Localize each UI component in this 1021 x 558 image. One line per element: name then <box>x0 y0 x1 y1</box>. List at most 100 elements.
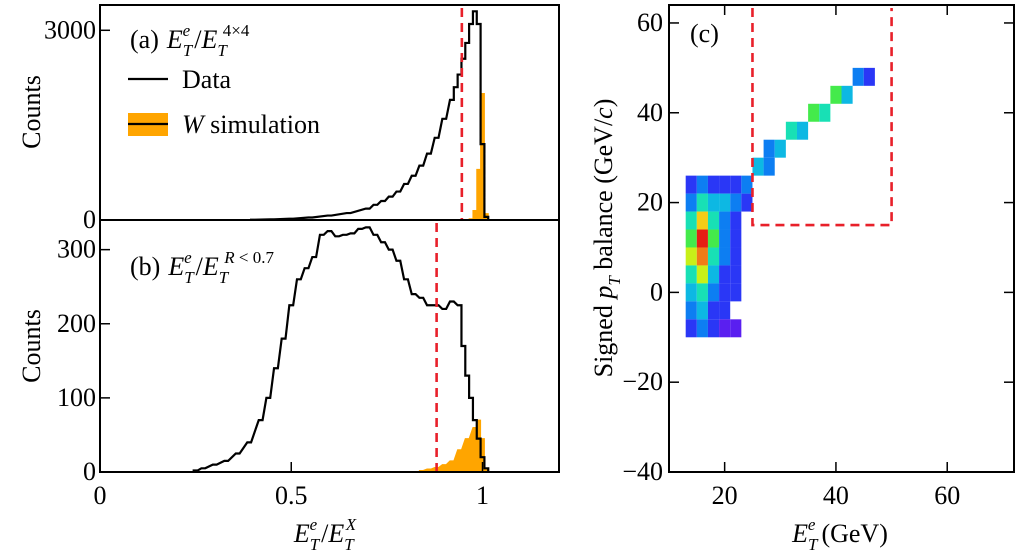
heatmap-cell <box>696 265 708 284</box>
heatmap-cell <box>841 85 853 104</box>
heatmap-cell <box>696 319 708 338</box>
legend: Data W simulation <box>128 65 320 139</box>
cut-box <box>751 8 893 227</box>
panel-a-title: (a) ETe/ET4×4 <box>130 21 250 60</box>
heatmap-cell <box>796 121 809 140</box>
y-tick-label: 0 <box>83 457 96 486</box>
legend-sim-label-italic: W <box>182 110 206 139</box>
heatmap-cell <box>685 193 697 212</box>
heatmap-cell <box>719 193 731 212</box>
heatmap-cell <box>719 175 731 194</box>
panel-c-y-ticks: −40 −20 0 20 40 60 <box>622 8 1014 486</box>
heatmap-cell <box>696 211 708 230</box>
sim-histogram <box>418 419 489 473</box>
y-tick-label: 0 <box>83 205 96 234</box>
heatmap-cell <box>685 301 697 320</box>
y-tick-label: 100 <box>57 383 96 412</box>
heatmap-cell <box>707 211 720 230</box>
heatmap-cell <box>685 247 697 266</box>
heatmap-cell <box>719 319 731 338</box>
y-tick-label: 300 <box>57 235 96 264</box>
panel-b-x-ticks: 0 0.5 1 <box>94 462 489 510</box>
heatmap-cell <box>696 283 708 302</box>
heatmap-cell <box>852 67 864 86</box>
heatmap-cell <box>685 229 697 248</box>
heatmap-cell <box>707 175 720 194</box>
y-tick-label: 40 <box>637 98 663 127</box>
heatmap-cell <box>707 193 720 212</box>
heatmap-cell <box>696 193 708 212</box>
heatmap-cell <box>707 265 720 284</box>
heatmap-cell <box>696 301 708 320</box>
heatmap-cell <box>752 157 764 176</box>
heatmap-cell <box>696 247 708 266</box>
heatmap-cell <box>830 85 842 104</box>
heatmap-cell <box>730 211 742 230</box>
y-tick-label: 200 <box>57 309 96 338</box>
heatmap-cell <box>719 229 731 248</box>
x-tick-label: 60 <box>934 481 960 510</box>
y-tick-label: 3000 <box>44 15 96 44</box>
panel-b-title-prefix: (b) <box>130 252 160 281</box>
heatmap-cell <box>685 319 697 338</box>
data-histogram <box>192 226 490 472</box>
legend-sim-label-rest: simulation <box>204 110 320 139</box>
heatmap-cell <box>719 265 731 284</box>
heatmap-cell <box>730 193 742 212</box>
heatmap-cell <box>730 175 742 194</box>
x-tick-label: 20 <box>712 481 738 510</box>
heatmap-cell <box>707 301 720 320</box>
legend-data-label: Data <box>182 65 232 94</box>
x-tick-label: 0 <box>94 481 107 510</box>
heatmap-cell <box>774 139 786 158</box>
heatmap-cell <box>730 283 742 302</box>
heatmap-cell <box>685 211 697 230</box>
y-tick-label: 20 <box>637 188 663 217</box>
panel-c-x-ticks: 20 40 60 <box>712 5 960 510</box>
panel-a: 0 3000 Counts (a) ETe/ET4×4 Data W simulat… <box>17 4 560 234</box>
x-tick-label: 0.5 <box>275 481 308 510</box>
panel-a-ylabel: Counts <box>17 75 46 149</box>
heatmap-cell <box>730 265 742 284</box>
heatmap-cell <box>741 175 753 194</box>
y-tick-label: −40 <box>622 457 663 486</box>
heatmap-cell <box>763 139 775 158</box>
heatmap-cell <box>685 283 697 302</box>
heatmap-cell <box>785 121 797 140</box>
y-tick-label: 0 <box>650 277 663 306</box>
heatmap-cell <box>707 319 720 338</box>
panel-c-xlabel: ETe (GeV) <box>791 515 888 554</box>
panel-b-frame <box>99 219 560 473</box>
heatmap-cell <box>707 283 720 302</box>
heatmap-cell <box>696 229 708 248</box>
panel-c-ylabel: Signed pT balance (GeV/c) <box>589 99 624 378</box>
heatmap-cell <box>707 229 720 248</box>
heatmap-cell <box>707 247 720 266</box>
panel-c-frame <box>668 4 1015 473</box>
panel-b-title: (b) ETe/ETR < 0.7 <box>130 248 274 287</box>
panel-a-plot-area <box>249 8 490 221</box>
heatmap-cell <box>763 157 775 176</box>
heatmap-cell <box>741 193 753 212</box>
heatmap-cell <box>719 301 731 320</box>
heatmap-cell <box>685 265 697 284</box>
panel-c-plot-area <box>685 8 893 338</box>
x-tick-label: 1 <box>476 481 489 510</box>
heatmap-cell <box>808 103 820 122</box>
y-tick-label: 60 <box>637 8 663 37</box>
y-tick-label: −20 <box>622 367 663 396</box>
heatmap-cell <box>863 67 875 86</box>
panel-b-xlabel: ETe/ETX <box>293 515 357 554</box>
heatmap-cell <box>696 175 708 194</box>
panel-b-y-ticks: 0 100 200 300 <box>57 235 110 486</box>
sim-histogram <box>465 93 489 221</box>
heatmap-cell <box>719 283 731 302</box>
heatmap-cell <box>730 229 742 248</box>
data-histogram <box>249 10 490 221</box>
heatmap-cell <box>685 175 697 194</box>
heatmap-cell <box>719 247 731 266</box>
heatmap-cell <box>730 319 742 338</box>
legend-sim-label: W simulation <box>182 110 320 139</box>
